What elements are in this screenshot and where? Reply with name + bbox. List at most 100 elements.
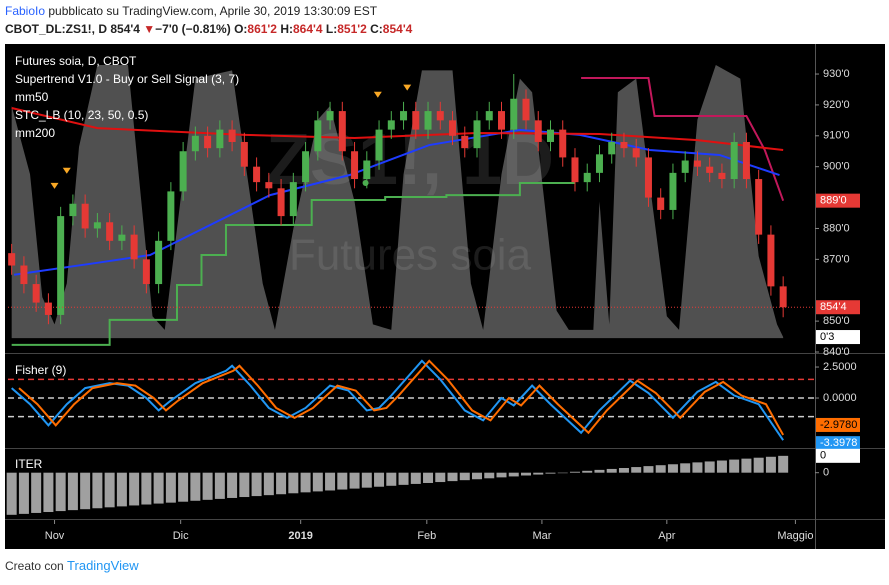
candle-body <box>228 129 236 142</box>
iter-bar <box>655 465 666 473</box>
iter-bar <box>545 472 556 474</box>
iter-bar <box>300 472 311 493</box>
watermark: Futures soia <box>289 231 532 280</box>
y-tick-label: 0.0000 <box>823 392 857 404</box>
signal-marker <box>62 167 71 174</box>
iter-bar <box>594 469 605 473</box>
candle-body <box>289 182 297 217</box>
candle-body <box>681 160 689 173</box>
candle-body <box>436 111 444 121</box>
iter-bar <box>410 472 421 484</box>
iter-bar <box>251 472 262 497</box>
price-badge <box>816 417 860 432</box>
iter-bar <box>472 472 483 480</box>
iter-bar <box>361 472 372 488</box>
candle-body <box>779 286 787 308</box>
candle-body <box>81 203 89 229</box>
iter-bar <box>680 463 691 473</box>
candle-body <box>608 141 616 155</box>
footer-prefix: Creato con <box>5 559 64 573</box>
candle-body <box>32 284 40 303</box>
iter-bar <box>67 472 78 511</box>
iter-bar <box>263 472 274 496</box>
candle-body <box>706 166 714 173</box>
iter-bar <box>31 472 42 513</box>
candle-body <box>20 265 28 285</box>
candle-body <box>657 197 665 210</box>
iter-bar <box>6 472 17 515</box>
y-tick-label: 900'0 <box>823 161 850 173</box>
iter-bar <box>533 472 544 475</box>
footer: Creato con TradingView <box>5 558 139 573</box>
iter-bar <box>92 472 103 509</box>
header-line1: FabioIo pubblicato su TradingView.com, A… <box>5 4 378 18</box>
candle-body <box>498 111 506 130</box>
iter-bar <box>104 472 115 508</box>
candle-body <box>375 129 383 161</box>
ohlc-key: H: <box>280 22 293 36</box>
iter-bar <box>288 472 299 494</box>
price-badge <box>816 436 860 451</box>
candle-body <box>510 98 518 130</box>
signal-marker <box>50 182 59 189</box>
iter-bar <box>116 472 127 507</box>
iter-bar <box>276 472 287 495</box>
change: −7'0 (−0.81%) <box>155 22 231 36</box>
iter-bar <box>18 472 29 514</box>
candle-body <box>57 216 65 315</box>
candle-body <box>326 111 334 121</box>
candle-body <box>302 151 310 183</box>
iter-bar <box>435 472 446 483</box>
iter-bar <box>729 459 740 473</box>
ohlc-key: C: <box>370 22 383 36</box>
x-tick-label: Apr <box>658 530 675 542</box>
price-badge-label: 889'0 <box>820 195 847 207</box>
candle-body <box>265 182 273 189</box>
x-tick-label: Dic <box>173 530 189 542</box>
candle-body <box>571 157 579 183</box>
candle-body <box>93 222 101 229</box>
candle-body <box>522 98 530 121</box>
ohlc-value: 851'2 <box>337 22 367 36</box>
iter-bar <box>153 472 164 504</box>
price-badge <box>816 330 860 345</box>
x-tick-label: Nov <box>45 530 65 542</box>
ohlc-value: 854'4 <box>383 22 413 36</box>
candle-body <box>351 151 359 180</box>
candle-body <box>240 141 248 167</box>
y-tick-label: 2.5000 <box>823 361 857 373</box>
price-badge-label: -3.3978 <box>820 437 857 449</box>
brand[interactable]: TradingView <box>67 558 139 573</box>
candle-body <box>142 259 150 285</box>
iter-bar <box>312 472 323 492</box>
candle-body <box>742 141 750 180</box>
iter-bar <box>618 468 629 473</box>
candle-body <box>8 253 16 266</box>
y-tick-label: 920'0 <box>823 99 850 111</box>
iter-bar <box>520 472 531 476</box>
price-badge-label: 0'3 <box>820 331 834 343</box>
pane-title: Fisher (9) <box>15 363 66 377</box>
iter-bar <box>337 472 348 490</box>
x-tick-label: Mar <box>532 530 551 542</box>
x-tick-label: Maggio <box>777 530 813 542</box>
candle-body <box>473 120 481 149</box>
iter-bar <box>569 471 580 473</box>
y-tick-label: 840'0 <box>823 346 850 358</box>
candle-body <box>730 141 738 180</box>
iter-bar <box>606 468 617 473</box>
candle-body <box>755 179 763 235</box>
candle-body <box>44 302 52 315</box>
iter-bar <box>557 472 568 474</box>
candle-body <box>400 111 408 121</box>
iter-bar <box>741 458 752 473</box>
author[interactable]: FabioIo <box>5 4 45 18</box>
candle-body <box>204 135 212 149</box>
candle-body <box>595 154 603 173</box>
candle-body <box>167 191 175 241</box>
price-badge-label: -2.9780 <box>820 419 857 431</box>
legend-entry: Supertrend V1.0 - Buy or Sell Signal (3,… <box>15 72 239 86</box>
iter-bar <box>643 466 654 473</box>
iter-bar <box>778 455 789 473</box>
